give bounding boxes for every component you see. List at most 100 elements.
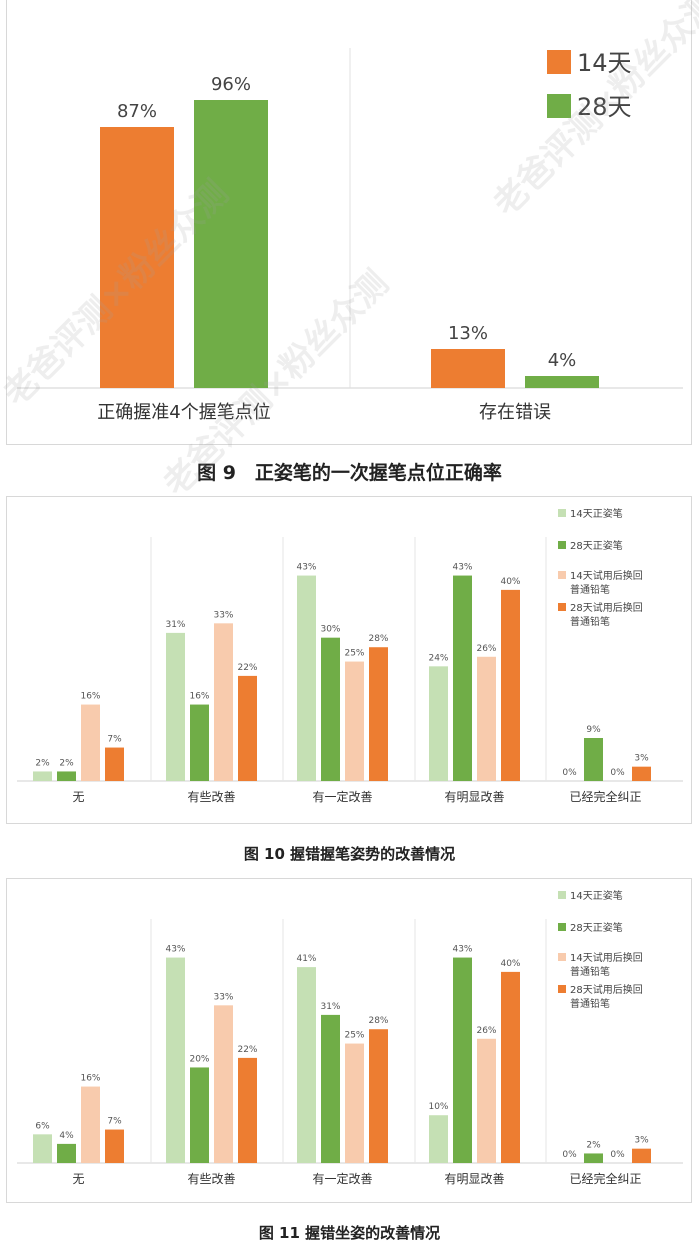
bar-28天试用后换回普通铅笔-有些改善 bbox=[238, 1057, 257, 1163]
data-label: 0% bbox=[562, 768, 577, 778]
data-label: 4% bbox=[59, 1131, 74, 1141]
data-label: 30% bbox=[320, 625, 340, 635]
data-label: 0% bbox=[610, 768, 625, 778]
legend-label: 28天试用后换回 bbox=[570, 983, 643, 996]
legend-label: 14天试用后换回 bbox=[570, 569, 643, 582]
data-label: 96% bbox=[211, 74, 251, 95]
legend-label: 28天 bbox=[577, 93, 632, 121]
bar-14天正姿笔-有明显改善 bbox=[429, 666, 448, 781]
chart-10-svg: 2% 2% 16% 7% 无 31% 16% 33% 22% 有些改善 43% 30% 25% 28% 有一… bbox=[17, 507, 683, 804]
bar-28天试用后换回普通铅笔-有一定改善 bbox=[369, 647, 388, 781]
bar-28天正姿笔-无 bbox=[57, 1143, 76, 1163]
legend-swatch-14天试用后换回普通铅笔 bbox=[558, 571, 566, 579]
bar-14天试用后换回普通铅笔-有一定改善 bbox=[345, 661, 364, 781]
bar-14天正姿笔-有一定改善 bbox=[297, 575, 316, 781]
bar-28天正姿笔-有明显改善 bbox=[453, 575, 472, 781]
legend-label: 28天正姿笔 bbox=[570, 539, 623, 552]
category-label: 有明显改善 bbox=[444, 1171, 504, 1186]
category-label: 已经完全纠正 bbox=[569, 789, 641, 804]
caption-figure-9: 图 9 正姿笔的一次握笔点位正确率 bbox=[197, 462, 502, 484]
data-label: 10% bbox=[428, 1102, 448, 1112]
legend-swatch-14天试用后换回普通铅笔 bbox=[558, 953, 566, 961]
chart-9-svg: 87% 96% 正确握准4个握笔点位 13% 4% 存在错误 14天 28天 bbox=[17, 48, 683, 423]
bar-14天试用后换回普通铅笔-有些改善 bbox=[214, 623, 233, 781]
data-label: 16% bbox=[80, 692, 100, 702]
category-label: 有一定改善 bbox=[312, 1171, 372, 1186]
caption-figure-10: 图 10 握错握笔姿势的改善情况 bbox=[243, 845, 456, 863]
bar-28天试用后换回普通铅笔-有一定改善 bbox=[369, 1029, 388, 1163]
legend-label: 普通铅笔 bbox=[570, 615, 610, 628]
category-label: 有些改善 bbox=[187, 789, 235, 804]
data-label: 33% bbox=[213, 610, 233, 620]
data-label: 26% bbox=[476, 1026, 496, 1036]
bar-28天试用后换回普通铅笔-已经完全纠正 bbox=[632, 1148, 651, 1163]
legend-swatch-14天正姿笔 bbox=[558, 509, 566, 517]
legend-label: 普通铅笔 bbox=[570, 583, 610, 596]
data-label: 2% bbox=[35, 758, 50, 768]
bar-28天试用后换回普通铅笔-有明显改善 bbox=[501, 971, 520, 1163]
legend-label: 普通铅笔 bbox=[570, 997, 610, 1010]
data-label: 0% bbox=[562, 1150, 577, 1160]
legend-label: 14天 bbox=[577, 49, 632, 77]
legend-label: 28天正姿笔 bbox=[570, 921, 623, 934]
data-label: 43% bbox=[452, 563, 472, 573]
data-label: 13% bbox=[448, 323, 488, 344]
legend-label: 普通铅笔 bbox=[570, 965, 610, 978]
legend-swatch-28天试用后换回普通铅笔 bbox=[558, 603, 566, 611]
data-label: 25% bbox=[344, 1031, 364, 1041]
data-label: 9% bbox=[586, 725, 601, 735]
data-label: 87% bbox=[117, 101, 157, 122]
bar-28天试用后换回普通铅笔-有明显改善 bbox=[501, 589, 520, 781]
category-label: 无 bbox=[72, 1172, 84, 1186]
bar-14天试用后换回普通铅笔-有一定改善 bbox=[345, 1043, 364, 1163]
bar-28天试用后换回普通铅笔-有些改善 bbox=[238, 675, 257, 781]
data-label: 3% bbox=[634, 754, 649, 764]
legend-swatch-14天 bbox=[547, 50, 571, 74]
bar-14天试用后换回普通铅笔-有明显改善 bbox=[477, 656, 496, 781]
data-label: 31% bbox=[165, 620, 185, 630]
bar-28天正姿笔-有些改善 bbox=[190, 704, 209, 781]
data-label: 7% bbox=[107, 735, 122, 745]
bar-28天正姿笔-无 bbox=[57, 771, 76, 781]
bar-28天正姿笔-有一定改善 bbox=[321, 1014, 340, 1163]
chart-panel-11: 6% 4% 16% 7% 无 43% 20% 33% 22% 有些改善 41% 31% 25% 28% 有一… bbox=[6, 878, 692, 1203]
data-label: 33% bbox=[213, 992, 233, 1002]
bar-14天正姿笔-无 bbox=[33, 1134, 52, 1163]
data-label: 4% bbox=[548, 350, 577, 371]
data-label: 16% bbox=[80, 1074, 100, 1084]
bar-28天正姿笔-有明显改善 bbox=[453, 957, 472, 1163]
data-label: 40% bbox=[500, 959, 520, 969]
bar-28天正姿笔-已经完全纠正 bbox=[584, 738, 603, 781]
data-label: 40% bbox=[500, 577, 520, 587]
data-label: 6% bbox=[35, 1121, 50, 1131]
data-label: 7% bbox=[107, 1117, 122, 1127]
data-label: 43% bbox=[296, 563, 316, 573]
data-label: 20% bbox=[189, 1054, 209, 1064]
legend-label: 14天正姿笔 bbox=[570, 889, 623, 902]
legend-label: 28天试用后换回 bbox=[570, 601, 643, 614]
bar-14天正姿笔-有明显改善 bbox=[429, 1115, 448, 1163]
bar-14天试用后换回普通铅笔-无 bbox=[81, 1086, 100, 1163]
data-label: 28% bbox=[368, 634, 388, 644]
bar-14天正姿笔-无 bbox=[33, 771, 52, 781]
caption-figure-11: 图 11 握错坐姿的改善情况 bbox=[258, 1224, 441, 1242]
bar-28天正姿笔-有些改善 bbox=[190, 1067, 209, 1163]
data-label: 22% bbox=[237, 1045, 257, 1055]
data-label: 2% bbox=[59, 758, 74, 768]
bar-14天正姿笔-有一定改善 bbox=[297, 967, 316, 1163]
category-label: 有些改善 bbox=[187, 1171, 235, 1186]
bar-14天试用后换回普通铅笔-无 bbox=[81, 704, 100, 781]
bar-28天-存在错误 bbox=[525, 376, 599, 388]
chart-panel-9: 87% 96% 正确握准4个握笔点位 13% 4% 存在错误 14天 28天 bbox=[6, 0, 692, 445]
legend-swatch-28天正姿笔 bbox=[558, 541, 566, 549]
legend-swatch-28天正姿笔 bbox=[558, 923, 566, 931]
bar-28天试用后换回普通铅笔-无 bbox=[105, 1129, 124, 1163]
bar-28天正姿笔-已经完全纠正 bbox=[584, 1153, 603, 1163]
data-label: 28% bbox=[368, 1016, 388, 1026]
bar-14天试用后换回普通铅笔-有些改善 bbox=[214, 1005, 233, 1163]
bar-28天-正确握准4个握笔点位 bbox=[194, 100, 268, 388]
data-label: 25% bbox=[344, 649, 364, 659]
legend-label: 14天试用后换回 bbox=[570, 951, 643, 964]
category-label: 存在错误 bbox=[479, 402, 551, 423]
category-label: 已经完全纠正 bbox=[569, 1171, 641, 1186]
